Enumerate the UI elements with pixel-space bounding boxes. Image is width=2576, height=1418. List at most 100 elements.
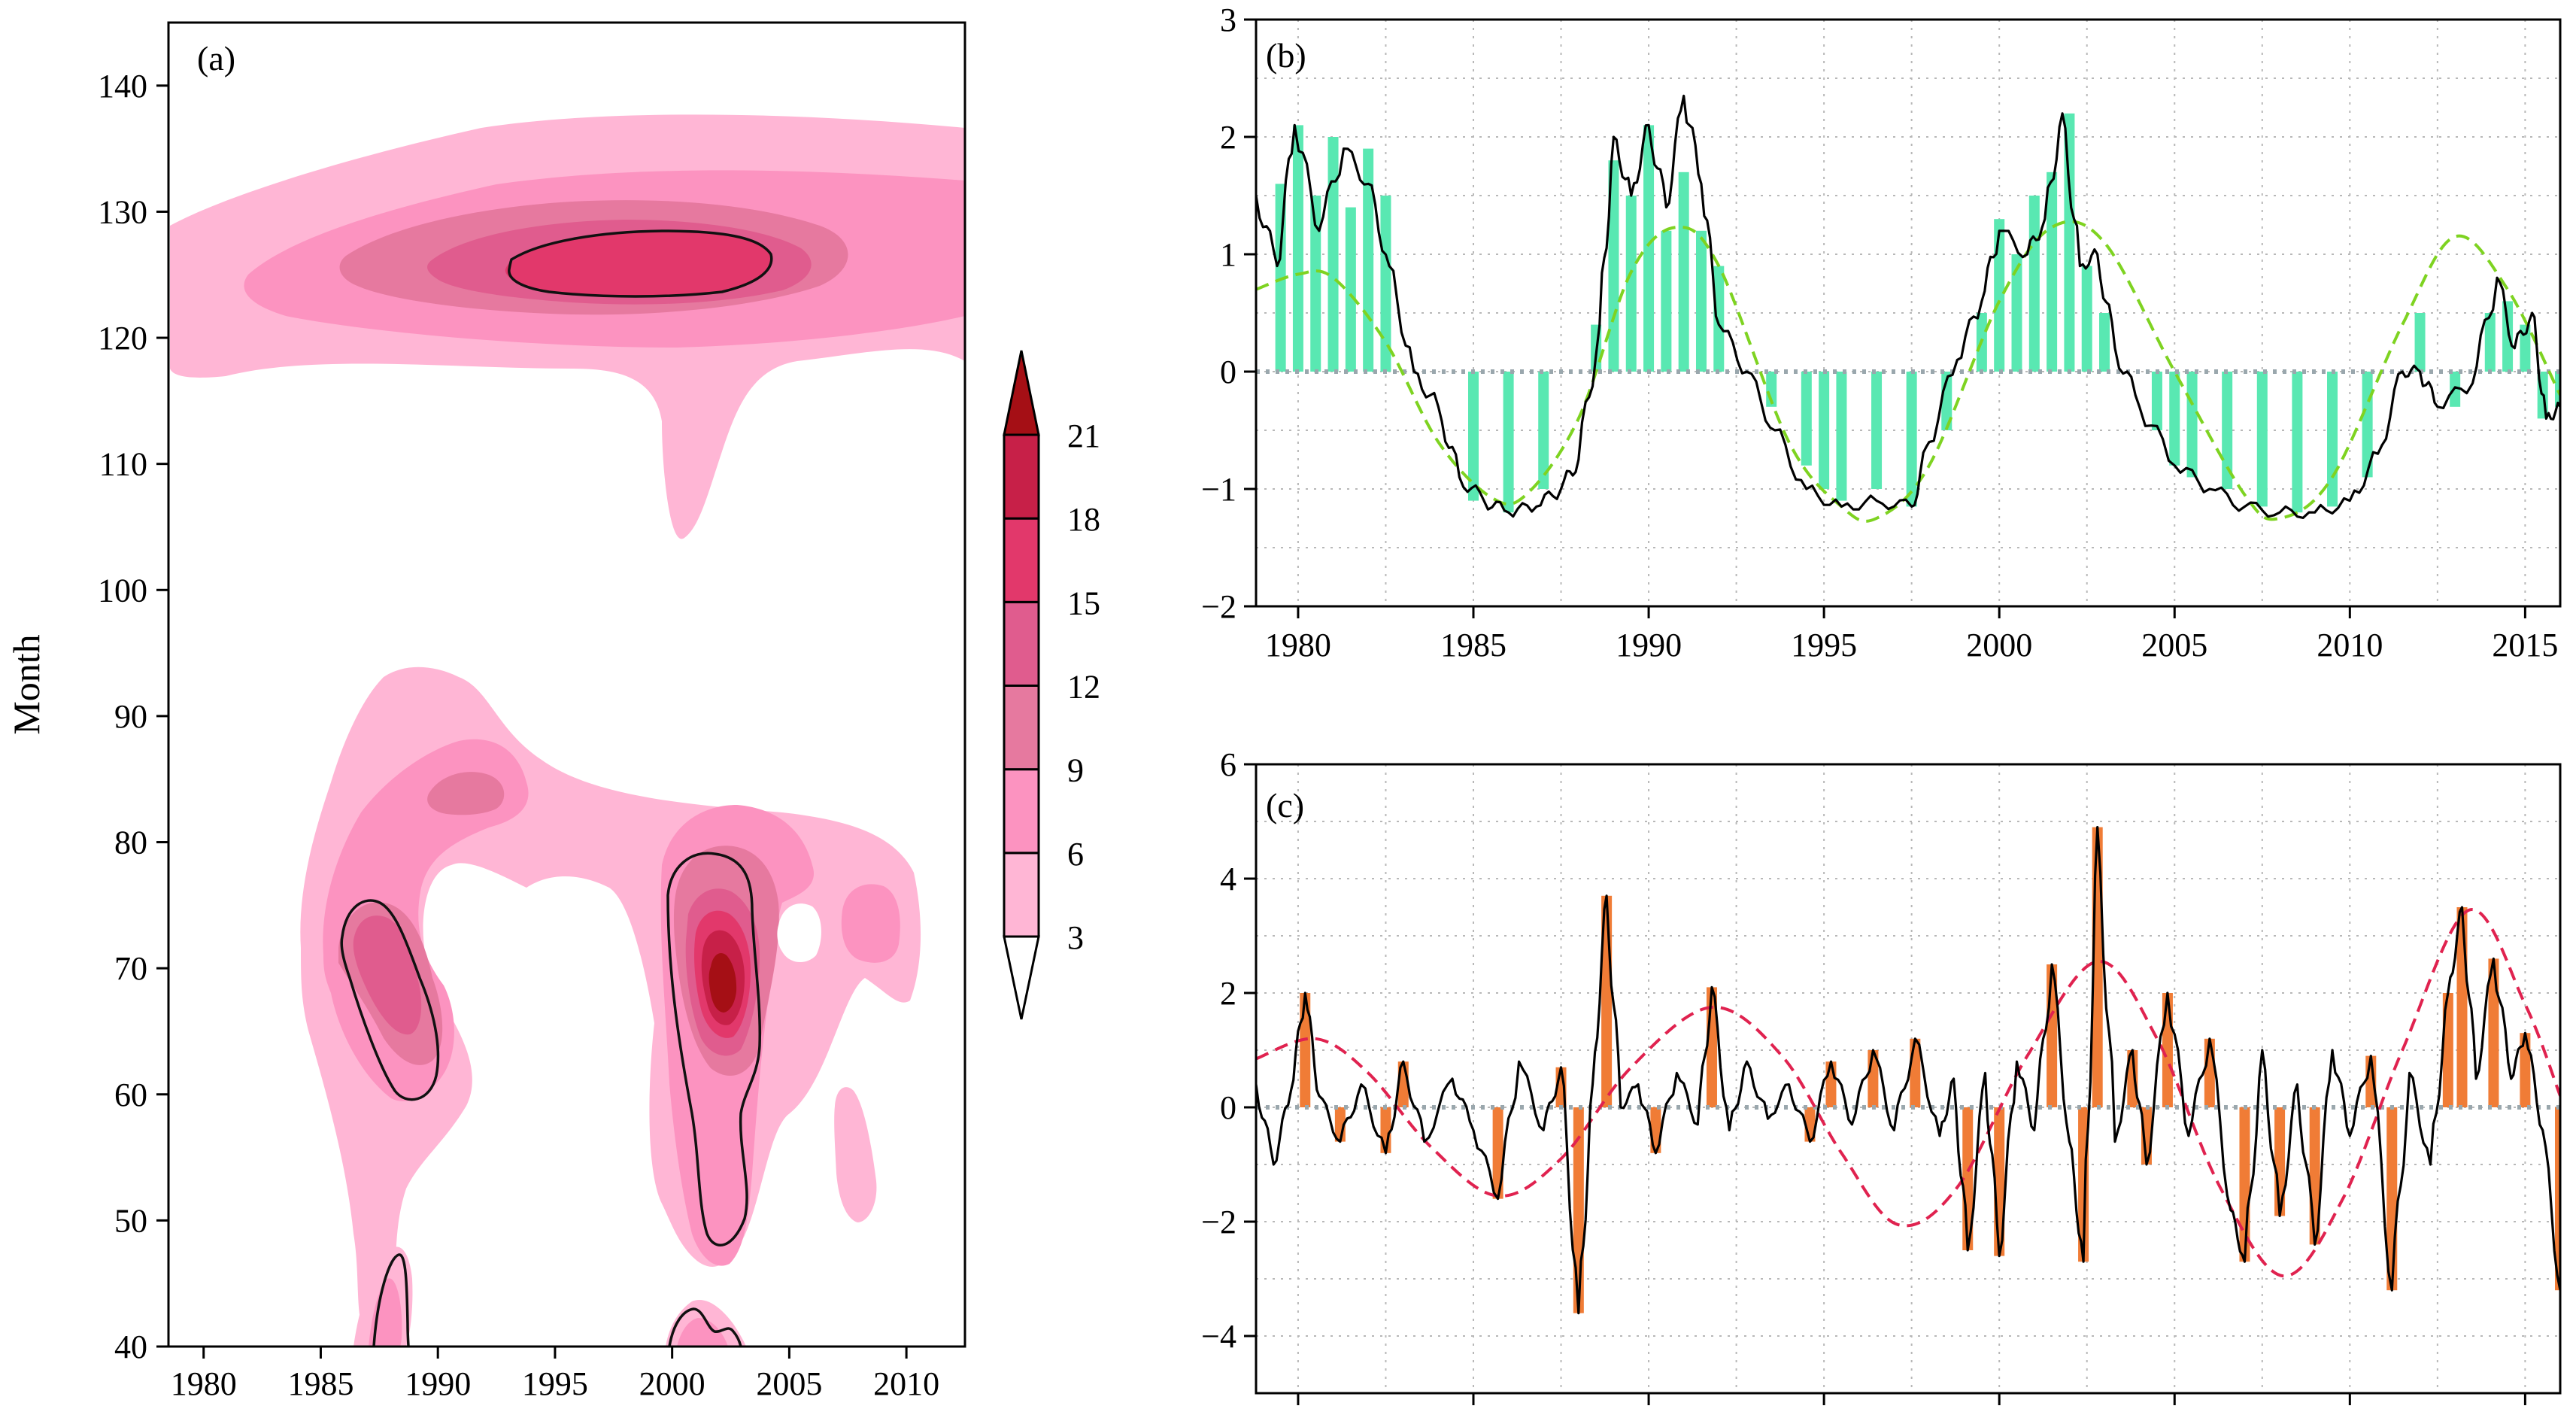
bar-mark — [1695, 230, 1707, 372]
bar-mark — [1713, 266, 1725, 372]
bottom-left-level-6 — [369, 1278, 402, 1347]
bar-mark — [2256, 372, 2268, 507]
central-cluster-contour-line — [666, 852, 762, 1247]
x-tick-label: 1990 — [1616, 627, 1682, 663]
x-tick-label: 2015 — [2492, 1413, 2558, 1418]
contour-field — [170, 114, 965, 1347]
x-tick-label: 1980 — [1265, 1413, 1331, 1418]
bottom-center-level-6 — [677, 1318, 728, 1347]
bar-mark — [2488, 958, 2499, 1107]
x-tick-label: 1985 — [1440, 627, 1506, 663]
bar-mark — [2169, 372, 2180, 466]
y-tick-label: 0 — [1220, 1089, 1236, 1126]
left-cluster-contour-line — [340, 899, 440, 1101]
panel-label-c: (c) — [1266, 786, 1304, 824]
colorbar-band — [1003, 852, 1040, 938]
central-cluster-level-21 — [708, 952, 737, 1013]
index-line — [1256, 94, 2560, 519]
y-tick-label: −1 — [1201, 471, 1236, 508]
x-tick-label-a: 1995 — [522, 1365, 588, 1402]
panel-label-a: (a) — [197, 39, 235, 77]
bar-mark — [2502, 301, 2514, 372]
plot-c — [1256, 826, 2560, 1315]
x-tick-label: 1995 — [1791, 627, 1857, 663]
axes-frame-b — [1255, 18, 2562, 608]
x-tick-label: 1980 — [1265, 627, 1331, 663]
left-cluster-level-12 — [353, 915, 422, 1035]
bar-mark — [1994, 219, 2005, 372]
bar-mark — [1678, 172, 1689, 372]
bottom-center-contour-line — [668, 1307, 742, 1347]
small-blob-level-3 — [834, 1087, 877, 1222]
colorbar: 3 6 9 12 15 18 21 — [1003, 350, 1100, 1020]
x-tick-label-a: 1980 — [171, 1365, 237, 1402]
colorbar-tick-label: 9 — [1067, 752, 1084, 789]
colorbar-tick-label: 12 — [1067, 669, 1100, 706]
bar-mark — [1871, 372, 1883, 489]
bar-mark — [2047, 172, 2058, 372]
panel-c: 1980 1985 1990 1995 2000 2005 2010 2015 −4 −2 0 2 4 6… — [1201, 746, 2562, 1418]
axes-frame-a — [167, 21, 966, 1348]
axes-frame-c — [1255, 763, 2562, 1395]
y-tick-label-a: 140 — [98, 68, 147, 105]
y-tick-label-a: 40 — [114, 1328, 147, 1365]
bar-mark — [2520, 1033, 2531, 1107]
y-tick-label-a: 110 — [99, 446, 147, 483]
bar-mark — [2081, 266, 2092, 372]
x-tick-label: 2000 — [1966, 1413, 2032, 1418]
x-tick-label: 2005 — [2141, 1413, 2207, 1418]
colorbar-band — [1003, 517, 1040, 603]
band-contour-line — [508, 229, 773, 298]
bar-mark — [2484, 313, 2496, 372]
bar-mark — [1327, 137, 1339, 372]
plot-b — [1256, 94, 2560, 523]
bar-mark — [1661, 230, 1672, 372]
grid-b — [1256, 19, 2560, 607]
colorbar-tick-label: 15 — [1067, 585, 1100, 621]
bar-mark — [2127, 1050, 2138, 1107]
bar-mark — [1906, 372, 1917, 507]
bar-mark — [2011, 254, 2022, 372]
bottom-left-contour-line — [372, 1253, 410, 1347]
y-tick-label: 0 — [1220, 354, 1236, 390]
bar-mark — [2028, 196, 2040, 372]
panel-label-b: (b) — [1266, 36, 1306, 74]
x-tick-label-a: 2000 — [639, 1365, 705, 1402]
colorbar-band — [1003, 768, 1040, 855]
axes-a: 1980 1985 1990 1995 2000 2005 2010 40 50 60 70 80 90… — [98, 68, 939, 1402]
bar-mark — [2204, 1038, 2215, 1107]
bar-mark — [1300, 993, 1311, 1107]
bar-mark — [1380, 196, 1391, 372]
y-tick-label-a: 50 — [114, 1202, 147, 1239]
bar-mark — [1363, 148, 1374, 372]
colorbar-tick-label: 3 — [1067, 919, 1084, 956]
bar-mark — [2456, 907, 2468, 1107]
y-tick-label-a: 130 — [98, 193, 147, 230]
y-tick-label-a: 70 — [114, 950, 147, 987]
bar-mark — [1801, 372, 1812, 466]
bar-mark — [1292, 125, 1303, 372]
y-tick-label: 2 — [1220, 119, 1236, 156]
x-tick-label: 2000 — [1966, 627, 2032, 663]
x-tick-label-a: 2010 — [873, 1365, 939, 1402]
colorbar-tick-label: 6 — [1067, 836, 1084, 873]
y-tick-label-a: 90 — [114, 698, 147, 735]
bar-mark — [2292, 372, 2303, 513]
colorbar-band — [1003, 433, 1040, 520]
y-tick-label-a: 100 — [98, 572, 147, 609]
bar-mark — [1836, 372, 1847, 501]
y-tick-label: −2 — [1201, 588, 1236, 625]
bar-mark — [1345, 207, 1356, 372]
panel-a: 1980 1985 1990 1995 2000 2005 2010 40 50 60 70 80 90… — [5, 21, 966, 1402]
y-tick-label-a: 60 — [114, 1076, 147, 1113]
y-tick-label: 4 — [1220, 861, 1236, 897]
index-line — [1256, 826, 2560, 1315]
y-tick-label: 1 — [1220, 236, 1236, 273]
y-axis-title-a: Month — [5, 634, 47, 734]
x-tick-label: 2010 — [2317, 1413, 2383, 1418]
colorbar-over-triangle — [1003, 350, 1040, 436]
x-tick-label: 1995 — [1791, 1413, 1857, 1418]
y-tick-label: 3 — [1220, 2, 1236, 38]
y-tick-label-a: 80 — [114, 824, 147, 861]
x-tick-label-a: 1990 — [405, 1365, 471, 1402]
